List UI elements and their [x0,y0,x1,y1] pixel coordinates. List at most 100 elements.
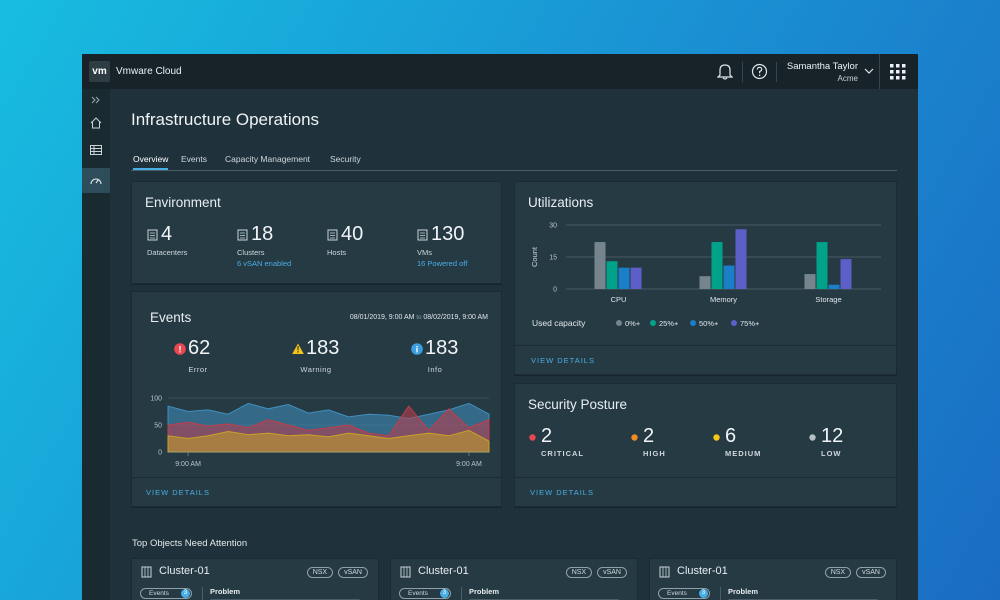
y-axis-label: Count [530,246,539,267]
icon-shape [400,566,411,578]
events-card: Events 08/01/2019, 9:00 AM to 08/02/2019… [131,291,502,507]
card-title: Security Posture [528,397,628,412]
bar [804,274,816,289]
object-card: Cluster-01 NSX vSAN Events 3 Problem [649,558,897,600]
stat-value: 130 [431,223,465,245]
badge-label: Events [667,590,687,597]
tab[interactable]: Overview [133,154,169,170]
bar [594,242,606,289]
severity-dot [631,434,638,441]
dot [529,434,536,441]
count-value: 183 [306,337,340,359]
legend-label: 0%+ [625,319,641,328]
events-badge[interactable]: Events 3 [399,588,451,599]
stat-value: 18 [251,223,274,245]
cluster-icon [400,566,411,578]
home-icon[interactable] [90,117,102,129]
stat-icon [237,229,248,241]
icon-shape [150,232,155,239]
logo[interactable]: vm [89,61,110,82]
icon-shape [147,229,158,241]
legend-label: 75%+ [740,319,760,328]
badge-count: 3 [698,589,708,598]
expand-icon[interactable] [91,96,101,104]
utilization-chart: 0 15 30 Count CPU Memory Storage Used capacity 0… [530,223,881,328]
card-title: Environment [145,195,221,210]
problem-label: Problem [469,587,500,596]
view-details-link[interactable]: VIEW DETAILS [146,488,210,497]
severity-value: 2 [643,425,655,447]
divider [879,54,880,89]
environment-card: Environment 4 Datacenters 18 Clusters 6 vSAN… [131,181,502,284]
severity-label: MEDIUM [725,449,762,458]
sidebar [82,89,110,600]
tab[interactable]: Capacity Management [225,154,311,164]
count-label: Warning [300,365,332,374]
bell-icon[interactable] [717,63,733,80]
badge-count: 3 [439,589,449,598]
tab[interactable]: Security [330,154,361,164]
bar [711,242,723,289]
events-badge[interactable]: Events 3 [140,588,192,599]
user-name[interactable]: Samantha Taylor [786,61,858,72]
x-tick-label: 9:00 AM [175,461,201,468]
severity-value: 6 [725,425,737,447]
apps-icon[interactable] [890,64,906,80]
severity-label: CRITICAL [541,449,584,458]
tag-list: NSX vSAN [824,567,886,578]
legend-label: 50%+ [699,319,719,328]
severity-label: LOW [821,449,842,458]
app-window: vm Vmware Cloud Samantha Taylor Acme Inf… [82,54,918,600]
icon-shape [417,229,428,241]
top-bar: vm Vmware Cloud Samantha Taylor Acme [82,54,918,89]
events-chart: 0 50 100 9:00 AM 9:00 AM [150,396,490,468]
severity-dot [529,434,536,441]
view-details-link[interactable]: VIEW DETAILS [530,488,594,497]
tab[interactable]: Events [181,154,207,164]
stat-label: Clusters [237,248,265,257]
object-name: Cluster-01 [677,565,728,577]
divider [461,587,462,600]
stat-value: 40 [341,223,364,245]
bar [606,261,618,289]
dot [713,434,720,441]
icon-glyph: i [416,345,419,355]
help-icon[interactable] [751,63,768,80]
brand[interactable]: Vmware Cloud [116,66,182,77]
badge-count: 3 [180,589,190,598]
divider [742,62,743,82]
x-tick-label: 9:00 AM [456,461,482,468]
icon-glyph: ! [297,345,300,355]
events-badge[interactable]: Events 3 [658,588,710,599]
count-value: 62 [188,337,211,359]
separator [515,477,896,478]
tag-pill: vSAN [597,567,627,578]
severity-icon: ! [292,343,304,355]
view-details-link[interactable]: VIEW DETAILS [531,356,595,365]
range-start: 08/01/2019, 9:00 AM [349,314,415,321]
severity-dot [713,434,720,441]
legend-swatch [731,320,737,326]
y-tick-label: 15 [549,255,557,262]
tag-pill: NSX [565,567,593,578]
y-tick-label: 100 [150,396,162,403]
table-icon[interactable] [90,145,102,155]
severity-dot [809,434,816,441]
legend-title: Used capacity [532,318,586,328]
object-name: Cluster-01 [159,565,210,577]
chevron-down[interactable] [864,67,874,75]
icon-shape [327,229,338,241]
severity-value: 2 [541,425,553,447]
stat-label: Hosts [327,248,347,257]
utilizations-card: Utilizations VIEW DETAILS 0 15 30 Count CPU M… [514,181,897,375]
x-tick-label: Memory [710,295,737,304]
card-title: Utilizations [528,195,594,210]
count-value: 183 [425,337,459,359]
stat-sub: 16 Powered off [417,259,468,268]
tag-pill: vSAN [338,567,368,578]
icon-shape [403,567,408,577]
object-card: Cluster-01 NSX vSAN Events 3 Problem [131,558,379,600]
active-nav[interactable] [82,168,110,193]
dot [631,434,638,441]
